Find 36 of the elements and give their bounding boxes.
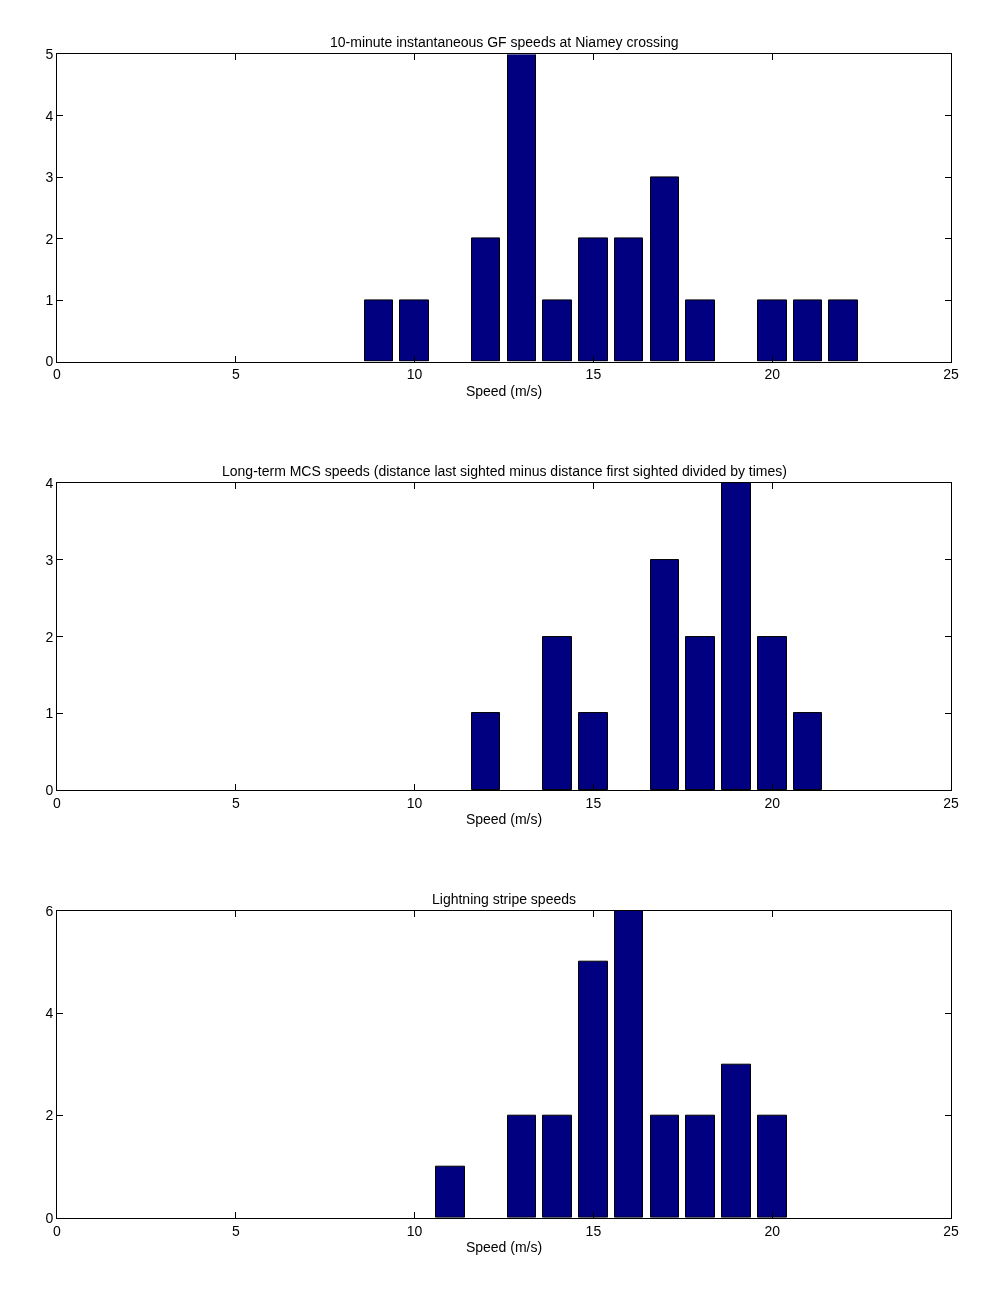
- x-tick-label: 10: [406, 366, 423, 383]
- x-tick-label: 25: [943, 795, 959, 811]
- x-axis-title: Speed (m/s): [465, 811, 543, 828]
- x-tick-label: 25: [943, 1222, 959, 1239]
- x-tick-label: 10: [406, 795, 423, 811]
- y-tick-label: 5: [45, 46, 54, 63]
- x-tick-label: 5: [231, 795, 240, 811]
- x-tick-label: 5: [231, 366, 240, 383]
- y-tick-label: 6: [45, 902, 54, 919]
- x-tick-label: 20: [764, 795, 781, 811]
- y-tick-label: 3: [45, 169, 54, 186]
- chart-title: Long-term MCS speeds (distance last sighted minus distance first sighted divided by times): [222, 463, 787, 479]
- x-tick-label: 20: [764, 1222, 781, 1239]
- x-tick-label: 15: [585, 366, 602, 383]
- x-tick-label: 25: [943, 366, 959, 383]
- y-tick-label: 3: [45, 551, 54, 568]
- y-tick-label: 1: [45, 705, 54, 722]
- y-tick-label: 0: [45, 782, 54, 799]
- y-tick-label: 4: [45, 1004, 54, 1021]
- chart-title: Lightning stripe speeds: [432, 891, 576, 907]
- y-tick-label: 2: [45, 628, 54, 645]
- y-tick-label: 2: [45, 1107, 54, 1124]
- x-tick-label: 10: [406, 1222, 423, 1239]
- y-tick-label: 1: [45, 292, 54, 309]
- y-tick-label: 0: [45, 353, 54, 370]
- y-tick-label: 4: [45, 107, 54, 124]
- x-tick-label: 20: [764, 366, 781, 383]
- x-axis-title: Speed (m/s): [465, 1238, 543, 1255]
- chart-title: 10-minute instantaneous GF speeds at Niamey crossing: [330, 34, 679, 50]
- x-tick-label: 15: [585, 1222, 602, 1239]
- x-tick-label: 5: [231, 1222, 240, 1239]
- y-tick-label: 0: [45, 1209, 54, 1226]
- y-tick-label: 2: [45, 230, 54, 247]
- x-axis-title: Speed (m/s): [465, 382, 543, 399]
- x-tick-label: 15: [585, 795, 602, 811]
- y-tick-label: 4: [45, 474, 54, 491]
